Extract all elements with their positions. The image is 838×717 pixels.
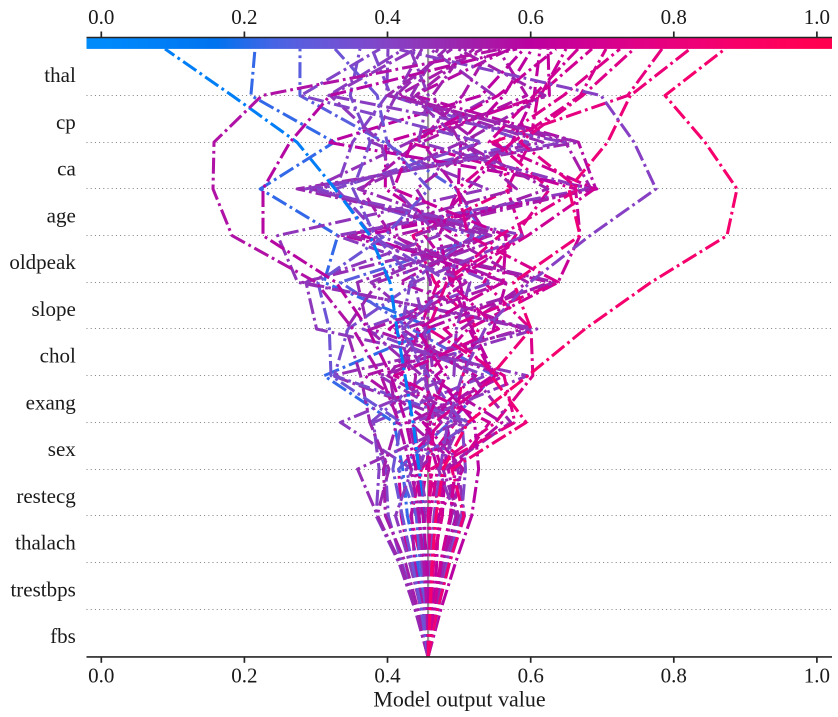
svg-text:0.8: 0.8 bbox=[661, 664, 687, 688]
svg-text:1.0: 1.0 bbox=[804, 664, 830, 688]
svg-text:ca: ca bbox=[57, 157, 76, 181]
svg-text:chol: chol bbox=[40, 344, 76, 368]
svg-text:age: age bbox=[47, 203, 76, 227]
svg-text:trestbps: trestbps bbox=[10, 578, 75, 602]
svg-text:1.0: 1.0 bbox=[804, 5, 830, 29]
svg-text:0.2: 0.2 bbox=[231, 664, 257, 688]
svg-text:oldpeak: oldpeak bbox=[9, 250, 76, 274]
svg-text:thalach: thalach bbox=[15, 531, 76, 555]
svg-text:thal: thal bbox=[44, 63, 76, 87]
svg-text:0.4: 0.4 bbox=[374, 5, 401, 29]
svg-text:0.2: 0.2 bbox=[231, 5, 257, 29]
svg-text:cp: cp bbox=[56, 110, 76, 134]
svg-text:sex: sex bbox=[48, 437, 76, 461]
svg-text:exang: exang bbox=[26, 390, 77, 414]
svg-text:0.6: 0.6 bbox=[518, 664, 544, 688]
svg-text:Model output value: Model output value bbox=[373, 687, 545, 712]
svg-text:0.4: 0.4 bbox=[374, 664, 401, 688]
svg-text:0.6: 0.6 bbox=[518, 5, 544, 29]
svg-text:0.8: 0.8 bbox=[661, 5, 687, 29]
svg-text:0.0: 0.0 bbox=[88, 5, 114, 29]
svg-text:0.0: 0.0 bbox=[88, 664, 114, 688]
svg-text:slope: slope bbox=[31, 297, 75, 321]
svg-text:restecg: restecg bbox=[16, 484, 76, 508]
svg-text:fbs: fbs bbox=[50, 624, 76, 648]
